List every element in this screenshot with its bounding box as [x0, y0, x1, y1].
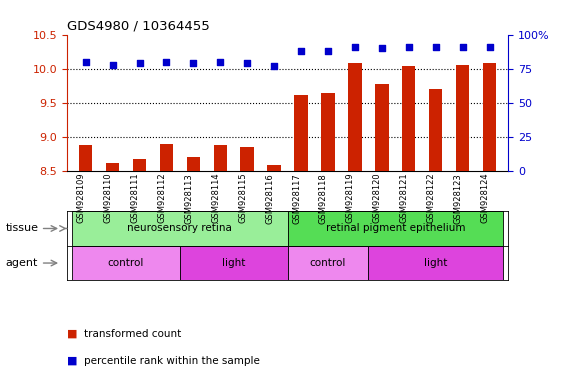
Bar: [133, 159, 146, 171]
Text: light: light: [424, 258, 447, 268]
Text: tissue: tissue: [6, 223, 39, 233]
Bar: [187, 157, 200, 171]
Text: GSM928124: GSM928124: [480, 173, 490, 223]
Bar: [214, 145, 227, 171]
Point: [216, 59, 225, 65]
Point: [270, 63, 279, 69]
Bar: [429, 89, 442, 171]
Text: GSM928118: GSM928118: [319, 173, 328, 223]
Text: agent: agent: [6, 258, 38, 268]
Point: [404, 44, 414, 50]
Text: GSM928113: GSM928113: [184, 173, 193, 223]
Text: GSM928114: GSM928114: [211, 173, 220, 223]
Bar: [288, 246, 368, 280]
Text: light: light: [222, 258, 245, 268]
Text: GSM928116: GSM928116: [265, 173, 274, 223]
Text: control: control: [108, 258, 144, 268]
Text: GSM928120: GSM928120: [373, 173, 382, 223]
Bar: [160, 144, 173, 171]
Point: [485, 44, 494, 50]
Bar: [402, 66, 415, 171]
Bar: [79, 145, 92, 171]
Text: GSM928117: GSM928117: [292, 173, 301, 223]
Text: ■: ■: [67, 356, 77, 366]
Text: GDS4980 / 10364455: GDS4980 / 10364455: [67, 20, 210, 33]
Point: [377, 45, 386, 51]
Text: percentile rank within the sample: percentile rank within the sample: [84, 356, 260, 366]
Text: GSM928122: GSM928122: [426, 173, 436, 223]
Point: [458, 44, 467, 50]
Bar: [288, 211, 503, 246]
Bar: [368, 246, 503, 280]
Bar: [106, 163, 119, 171]
Bar: [267, 166, 281, 171]
Bar: [483, 63, 496, 171]
Bar: [456, 65, 469, 171]
Point: [81, 59, 90, 65]
Text: GSM928123: GSM928123: [454, 173, 462, 223]
Text: control: control: [310, 258, 346, 268]
Text: GSM928121: GSM928121: [400, 173, 409, 223]
Text: retinal pigment epithelium: retinal pigment epithelium: [325, 223, 465, 233]
Bar: [295, 94, 308, 171]
Point: [108, 61, 117, 68]
Text: ■: ■: [67, 329, 77, 339]
Text: GSM928109: GSM928109: [77, 173, 85, 223]
Bar: [375, 84, 389, 171]
Point: [162, 59, 171, 65]
Bar: [241, 147, 254, 171]
Bar: [348, 63, 361, 171]
Text: GSM928119: GSM928119: [346, 173, 355, 223]
Bar: [180, 246, 288, 280]
Text: GSM928111: GSM928111: [131, 173, 139, 223]
Point: [296, 48, 306, 54]
Point: [350, 44, 360, 50]
Point: [135, 60, 144, 66]
Bar: [72, 246, 180, 280]
Point: [431, 44, 440, 50]
Point: [242, 60, 252, 66]
Point: [324, 48, 333, 54]
Bar: [72, 211, 288, 246]
Text: transformed count: transformed count: [84, 329, 181, 339]
Text: neurosensory retina: neurosensory retina: [127, 223, 232, 233]
Bar: [321, 93, 335, 171]
Point: [189, 60, 198, 66]
Text: GSM928110: GSM928110: [103, 173, 113, 223]
Text: GSM928112: GSM928112: [157, 173, 166, 223]
Text: GSM928115: GSM928115: [238, 173, 247, 223]
